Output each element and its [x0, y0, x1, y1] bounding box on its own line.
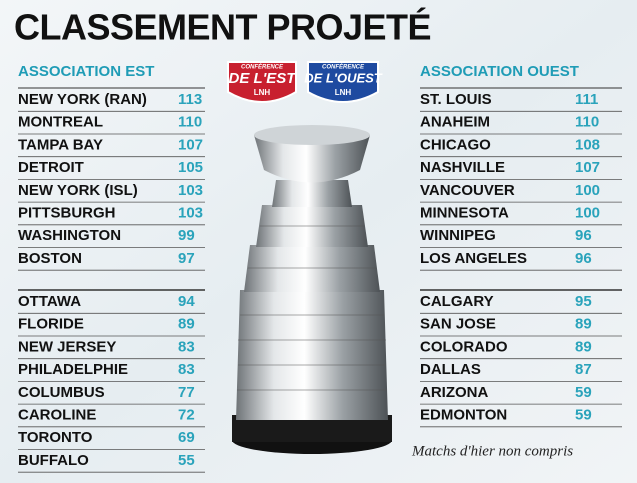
east-header: ASSOCIATION EST	[18, 63, 154, 80]
team-name: DALLAS	[420, 361, 481, 378]
points: 113	[178, 91, 202, 108]
team-name: CALGARY	[420, 293, 494, 310]
team-name: WASHINGTON	[18, 227, 121, 244]
team-name: COLUMBUS	[18, 384, 105, 401]
logo-top: CONFÉRENCE	[322, 63, 365, 71]
team-name: CHICAGO	[420, 136, 491, 153]
note: Matchs d'hier non compris	[411, 443, 573, 459]
points: 96	[575, 227, 592, 244]
points: 100	[575, 204, 600, 221]
west-header: ASSOCIATION OUEST	[420, 63, 579, 80]
trophy	[232, 125, 392, 454]
team-name: NEW YORK (RAN)	[18, 91, 147, 108]
team-name: WINNIPEG	[420, 227, 496, 244]
points: 100	[575, 182, 600, 199]
team-name: NEW YORK (ISL)	[18, 182, 138, 199]
points: 95	[575, 293, 592, 310]
points: 59	[575, 384, 592, 401]
team-name: FLORIDE	[18, 316, 84, 333]
title: CLASSEMENT PROJETÉ	[14, 7, 431, 48]
logo-bottom: LNH	[335, 88, 352, 97]
points: 105	[178, 159, 203, 176]
logo-top: CONFÉRENCE	[241, 63, 284, 71]
team-name: VANCOUVER	[420, 182, 515, 199]
team-name: TORONTO	[18, 429, 93, 446]
team-name: MINNESOTA	[420, 204, 509, 221]
points: 99	[178, 227, 195, 244]
points: 96	[575, 250, 592, 267]
standings: NEW YORK (RAN) 113 MONTREAL 110 TAMPA BAY 107…	[18, 87, 622, 473]
team-name: ARIZONA	[420, 384, 488, 401]
points: 59	[575, 406, 592, 423]
points: 89	[575, 316, 592, 333]
team-name: NEW JERSEY	[18, 338, 116, 355]
points: 107	[575, 159, 600, 176]
team-name: OTTAWA	[18, 293, 81, 310]
points: 83	[178, 361, 195, 378]
points: 110	[178, 114, 202, 131]
logo-main: DE L'EST	[229, 70, 298, 87]
points: 108	[575, 136, 600, 153]
points: 97	[178, 250, 195, 267]
team-name: BUFFALO	[18, 452, 89, 469]
points: 69	[178, 429, 195, 446]
team-name: MONTREAL	[18, 114, 103, 131]
points: 103	[178, 204, 203, 221]
points: 89	[178, 316, 195, 333]
team-name: COLORADO	[420, 338, 508, 355]
team-name: PHILADELPHIE	[18, 361, 128, 378]
points: 107	[178, 136, 203, 153]
team-name: BOSTON	[18, 250, 82, 267]
team-name: LOS ANGELES	[420, 250, 527, 267]
points: 87	[575, 361, 592, 378]
team-name: EDMONTON	[420, 406, 507, 423]
logo-main: DE L'OUEST	[304, 70, 383, 85]
team-name: PITTSBURGH	[18, 204, 116, 221]
points: 111	[575, 91, 598, 108]
logo-bottom: LNH	[254, 88, 271, 97]
team-name: TAMPA BAY	[18, 136, 103, 153]
team-name: SAN JOSE	[420, 316, 496, 333]
points: 72	[178, 406, 195, 423]
points: 77	[178, 384, 195, 401]
east-logo: CONFÉRENCE DE L'EST LNH	[227, 61, 298, 103]
west-logo: CONFÉRENCE DE L'OUEST LNH	[304, 61, 383, 103]
points: 83	[178, 338, 195, 355]
points: 110	[575, 114, 599, 131]
points: 89	[575, 338, 592, 355]
points: 94	[178, 293, 195, 310]
points: 103	[178, 182, 203, 199]
team-name: ANAHEIM	[420, 114, 490, 131]
team-name: ST. LOUIS	[420, 91, 492, 108]
team-name: CAROLINE	[18, 406, 96, 423]
team-name: NASHVILLE	[420, 159, 505, 176]
points: 55	[178, 452, 195, 469]
team-name: DETROIT	[18, 159, 84, 176]
